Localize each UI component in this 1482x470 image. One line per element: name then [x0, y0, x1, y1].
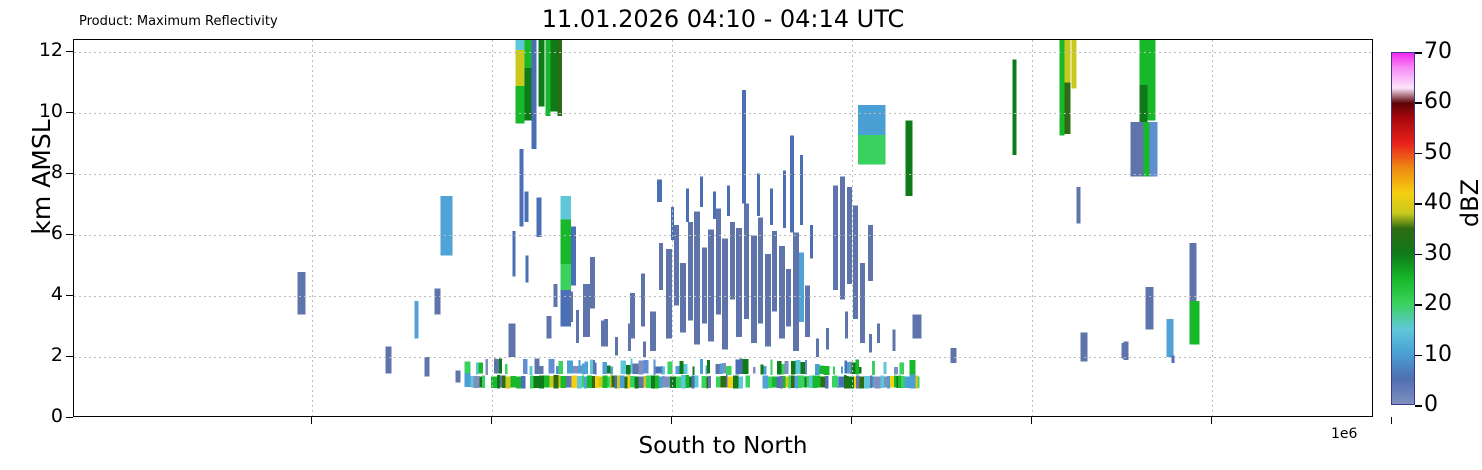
colorbar-tick-label: 30 [1424, 240, 1452, 266]
colorbar-tick [1415, 354, 1422, 357]
y-axis-tick [66, 51, 73, 53]
y-axis-tick-label: 2 [50, 344, 63, 367]
x-axis-tick [1031, 417, 1033, 424]
colorbar-tick [1415, 253, 1422, 256]
colorbar-tick [1415, 304, 1422, 306]
y-axis-tick [66, 356, 73, 358]
y-axis-tick [66, 234, 73, 236]
x-axis-tick [851, 417, 853, 424]
y-axis-tick-label: 10 [38, 100, 63, 123]
colorbar-tick-label: 70 [1424, 39, 1452, 64]
gridline-vertical [852, 40, 853, 416]
colorbar-tick-label: 40 [1424, 190, 1452, 216]
gridline-horizontal [74, 113, 1372, 115]
colorbar-tick-label: 60 [1424, 89, 1452, 115]
colorbar-tick [1415, 405, 1422, 407]
gridline-vertical [312, 40, 313, 416]
colorbar-gradient [1392, 53, 1414, 404]
colorbar-label: dBZ [1456, 178, 1482, 228]
reflectivity-data-layer [297, 40, 1200, 389]
x-axis-label: South to North [638, 433, 808, 459]
gridline-vertical [1212, 40, 1213, 416]
y-axis-tick [66, 173, 73, 175]
x-axis-tick [671, 417, 673, 424]
gridline-horizontal [74, 296, 1372, 298]
colorbar-tick [1415, 203, 1422, 205]
x-axis-exponent: 1e6 [1331, 426, 1358, 442]
gridline-horizontal [74, 52, 1372, 54]
gridline-horizontal [74, 235, 1372, 237]
x-axis-tick [491, 417, 493, 424]
y-axis-tick-label: 8 [50, 161, 63, 184]
y-axis-tick-label: 6 [50, 222, 63, 245]
x-axis-tick [1211, 417, 1213, 424]
x-axis-tick [1391, 417, 1393, 424]
colorbar-tick [1415, 102, 1422, 104]
colorbar-tick [1415, 152, 1422, 155]
x-axis-tick [311, 417, 313, 424]
page-title: 11.01.2026 04:10 - 04:14 UTC [541, 5, 905, 33]
colorbar-tick-label: 0 [1424, 392, 1438, 417]
y-axis-tick-label: 12 [38, 39, 63, 62]
plot-area [73, 39, 1373, 417]
colorbar[interactable] [1391, 52, 1415, 405]
gridline-vertical [1032, 40, 1033, 416]
product-label: Product: Maximum Reflectivity [79, 14, 278, 29]
gridline-horizontal [74, 357, 1372, 359]
gridline-vertical [672, 40, 673, 416]
y-axis-tick [66, 417, 73, 419]
colorbar-tick-label: 50 [1424, 139, 1452, 165]
y-axis-tick [66, 295, 73, 297]
colorbar-tick-label: 10 [1424, 341, 1452, 367]
y-axis-tick [66, 112, 73, 114]
gridline-vertical [492, 40, 493, 416]
y-axis-tick-label: 0 [50, 405, 63, 427]
gridline-horizontal [74, 174, 1372, 176]
y-axis-tick-label: 4 [50, 283, 63, 306]
colorbar-tick [1415, 52, 1422, 54]
colorbar-tick-label: 20 [1424, 291, 1452, 317]
